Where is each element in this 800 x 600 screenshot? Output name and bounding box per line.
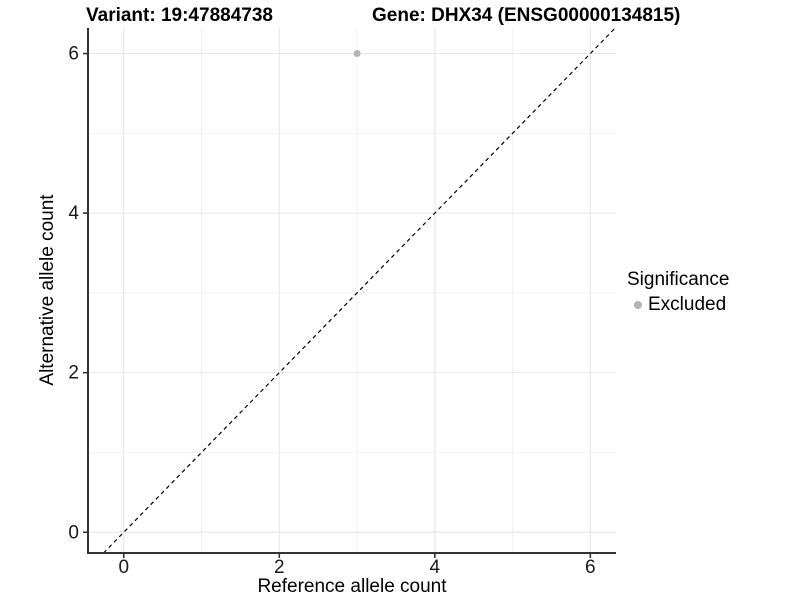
x-tick-label: 2 [274, 557, 285, 578]
legend-title: Significance [627, 269, 730, 290]
legend-point-icon [634, 301, 642, 309]
x-tick-label: 0 [118, 557, 129, 578]
legend-item-label: Excluded [648, 294, 727, 315]
y-tick-label: 6 [68, 44, 79, 65]
legend-item-excluded: Excluded [627, 294, 729, 316]
y-tick-label: 0 [68, 522, 79, 543]
x-tick-label: 6 [585, 557, 596, 578]
legend: Significance Excluded [627, 269, 729, 316]
y-tick-label: 4 [68, 203, 79, 224]
y-tick-label: 2 [68, 363, 79, 384]
x-axis-title: Reference allele count [257, 576, 447, 597]
gene-title: Gene: DHX34 (ENSG00000134815) [372, 5, 681, 26]
x-tick-label: 4 [430, 557, 441, 578]
identity-reference-line [103, 27, 616, 554]
data-point-excluded [353, 50, 361, 58]
variant-title: Variant: 19:47884738 [86, 5, 273, 26]
